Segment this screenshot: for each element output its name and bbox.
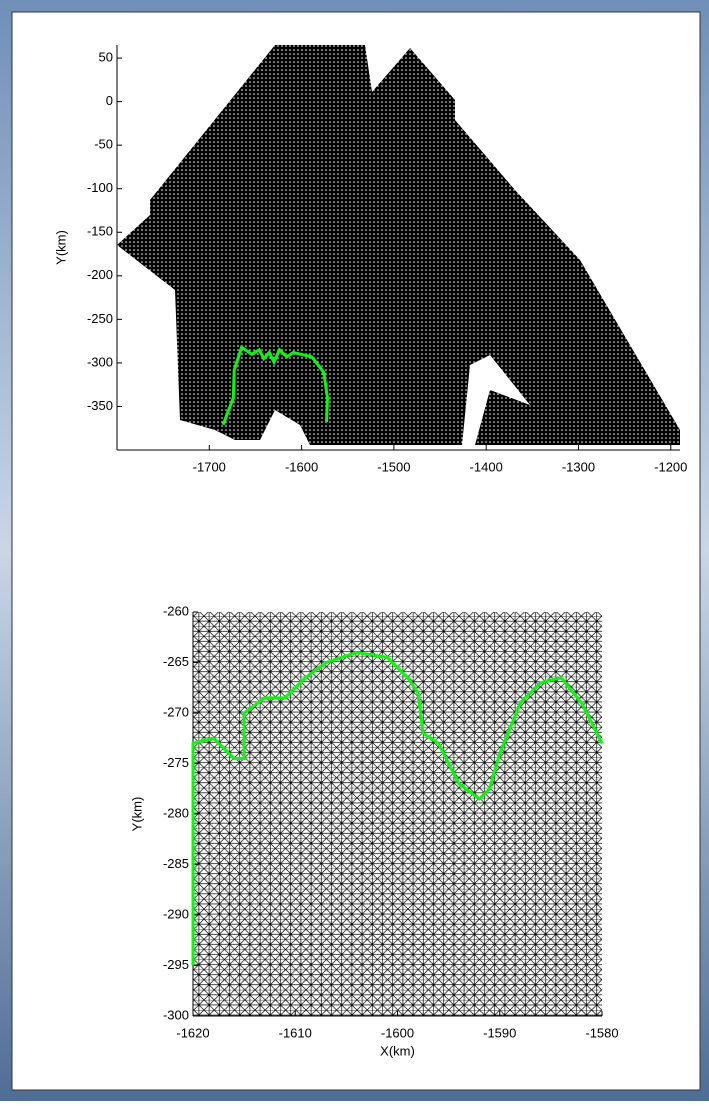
x-tick-label: -1610 bbox=[279, 1025, 312, 1040]
x-tick-label: -1300 bbox=[562, 459, 595, 474]
y-tick-label: -300 bbox=[87, 354, 113, 369]
y-tick-label: -290 bbox=[163, 906, 189, 921]
y-tick-label: -280 bbox=[163, 805, 189, 820]
y-axis-label: Y(km) bbox=[129, 797, 144, 832]
x-tick-label: -1700 bbox=[193, 459, 226, 474]
x-tick-label: -1500 bbox=[377, 459, 410, 474]
figure: -350 -300 -250 -200 -150 -100 -50 0 50 -1700 -1600… bbox=[0, 0, 709, 1101]
x-tick-label: -1400 bbox=[470, 459, 503, 474]
y-tick-label: 50 bbox=[99, 50, 113, 65]
y-tick-label: -150 bbox=[87, 224, 113, 239]
y-tick-label: -265 bbox=[163, 654, 189, 669]
y-tick-label: -300 bbox=[163, 1007, 189, 1022]
y-tick-label: -50 bbox=[94, 137, 113, 152]
x-tick-label: -1600 bbox=[285, 459, 318, 474]
y-tick-label: -285 bbox=[163, 856, 189, 871]
y-tick-label: -200 bbox=[87, 267, 113, 282]
y-tick-label: -260 bbox=[163, 603, 189, 618]
mesh bbox=[193, 612, 602, 1016]
x-tick-label: -1590 bbox=[483, 1025, 516, 1040]
y-tick-label: -350 bbox=[87, 398, 113, 413]
y-tick-label: -250 bbox=[87, 311, 113, 326]
x-axis-label: X(km) bbox=[380, 1043, 415, 1058]
x-tick-label: -1580 bbox=[585, 1025, 618, 1040]
y-tick-label: -275 bbox=[163, 755, 189, 770]
x-tick-label: -1200 bbox=[654, 459, 687, 474]
y-tick-label: -295 bbox=[163, 957, 189, 972]
y-axis-label: Y(km) bbox=[53, 230, 68, 265]
x-tick-label: -1620 bbox=[176, 1025, 209, 1040]
x-tick-label: -1600 bbox=[381, 1025, 414, 1040]
y-tick-label: -100 bbox=[87, 180, 113, 195]
y-tick-label: -270 bbox=[163, 704, 189, 719]
y-tick-label: 0 bbox=[106, 93, 113, 108]
page: -350 -300 -250 -200 -150 -100 -50 0 50 -1700 -1600… bbox=[0, 0, 709, 1101]
